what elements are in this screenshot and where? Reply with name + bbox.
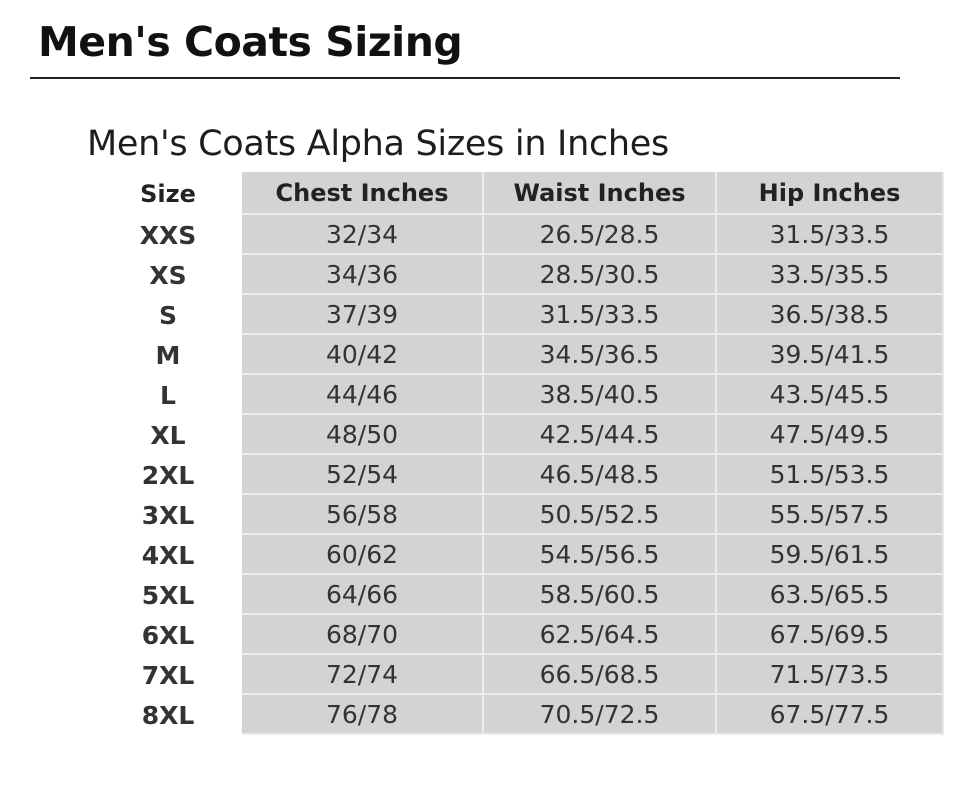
table-subtitle: Men's Coats Alpha Sizes in Inches	[87, 124, 669, 164]
hip-cell: 31.5/33.5	[717, 215, 944, 255]
hip-cell: 63.5/65.5	[717, 575, 944, 615]
chest-cell: 60/62	[242, 535, 484, 575]
size-cell: M	[94, 335, 242, 375]
chest-cell: 48/50	[242, 415, 484, 455]
table-row: 2XL 52/54 46.5/48.5 51.5/53.5	[94, 455, 944, 495]
header-hip: Hip Inches	[717, 172, 944, 215]
waist-cell: 42.5/44.5	[484, 415, 717, 455]
header-size: Size	[94, 172, 242, 215]
hip-cell: 51.5/53.5	[717, 455, 944, 495]
chest-cell: 37/39	[242, 295, 484, 335]
hip-cell: 47.5/49.5	[717, 415, 944, 455]
header-row: Size Chest Inches Waist Inches Hip Inche…	[94, 172, 944, 215]
size-chart-table: Size Chest Inches Waist Inches Hip Inche…	[94, 172, 944, 735]
title-divider	[30, 77, 900, 79]
size-cell: 4XL	[94, 535, 242, 575]
size-cell: 7XL	[94, 655, 242, 695]
table-row: 4XL 60/62 54.5/56.5 59.5/61.5	[94, 535, 944, 575]
size-cell: XS	[94, 255, 242, 295]
size-cell: 2XL	[94, 455, 242, 495]
hip-cell: 67.5/77.5	[717, 695, 944, 735]
table-row: S 37/39 31.5/33.5 36.5/38.5	[94, 295, 944, 335]
table-row: 7XL 72/74 66.5/68.5 71.5/73.5	[94, 655, 944, 695]
size-cell: 5XL	[94, 575, 242, 615]
hip-cell: 43.5/45.5	[717, 375, 944, 415]
hip-cell: 59.5/61.5	[717, 535, 944, 575]
waist-cell: 28.5/30.5	[484, 255, 717, 295]
chest-cell: 32/34	[242, 215, 484, 255]
header-chest: Chest Inches	[242, 172, 484, 215]
table-body: XXS 32/34 26.5/28.5 31.5/33.5 XS 34/36 28.5/30…	[94, 215, 944, 735]
table-row: 5XL 64/66 58.5/60.5 63.5/65.5	[94, 575, 944, 615]
chest-cell: 40/42	[242, 335, 484, 375]
table-row: XL 48/50 42.5/44.5 47.5/49.5	[94, 415, 944, 455]
hip-cell: 55.5/57.5	[717, 495, 944, 535]
table-row: 8XL 76/78 70.5/72.5 67.5/77.5	[94, 695, 944, 735]
hip-cell: 71.5/73.5	[717, 655, 944, 695]
size-cell: 8XL	[94, 695, 242, 735]
hip-cell: 67.5/69.5	[717, 615, 944, 655]
waist-cell: 34.5/36.5	[484, 335, 717, 375]
size-cell: XL	[94, 415, 242, 455]
table-row: L 44/46 38.5/40.5 43.5/45.5	[94, 375, 944, 415]
size-cell: 3XL	[94, 495, 242, 535]
waist-cell: 38.5/40.5	[484, 375, 717, 415]
chest-cell: 76/78	[242, 695, 484, 735]
size-cell: L	[94, 375, 242, 415]
chest-cell: 52/54	[242, 455, 484, 495]
hip-cell: 39.5/41.5	[717, 335, 944, 375]
waist-cell: 66.5/68.5	[484, 655, 717, 695]
table-row: 3XL 56/58 50.5/52.5 55.5/57.5	[94, 495, 944, 535]
table-row: XS 34/36 28.5/30.5 33.5/35.5	[94, 255, 944, 295]
waist-cell: 58.5/60.5	[484, 575, 717, 615]
waist-cell: 50.5/52.5	[484, 495, 717, 535]
waist-cell: 54.5/56.5	[484, 535, 717, 575]
header-waist: Waist Inches	[484, 172, 717, 215]
waist-cell: 70.5/72.5	[484, 695, 717, 735]
chest-cell: 34/36	[242, 255, 484, 295]
chest-cell: 72/74	[242, 655, 484, 695]
waist-cell: 62.5/64.5	[484, 615, 717, 655]
size-cell: XXS	[94, 215, 242, 255]
chest-cell: 64/66	[242, 575, 484, 615]
chest-cell: 56/58	[242, 495, 484, 535]
page-title: Men's Coats Sizing	[38, 18, 463, 66]
table-row: 6XL 68/70 62.5/64.5 67.5/69.5	[94, 615, 944, 655]
table-row: XXS 32/34 26.5/28.5 31.5/33.5	[94, 215, 944, 255]
table-row: M 40/42 34.5/36.5 39.5/41.5	[94, 335, 944, 375]
chest-cell: 68/70	[242, 615, 484, 655]
waist-cell: 46.5/48.5	[484, 455, 717, 495]
chest-cell: 44/46	[242, 375, 484, 415]
size-cell: 6XL	[94, 615, 242, 655]
hip-cell: 33.5/35.5	[717, 255, 944, 295]
hip-cell: 36.5/38.5	[717, 295, 944, 335]
size-cell: S	[94, 295, 242, 335]
waist-cell: 31.5/33.5	[484, 295, 717, 335]
waist-cell: 26.5/28.5	[484, 215, 717, 255]
